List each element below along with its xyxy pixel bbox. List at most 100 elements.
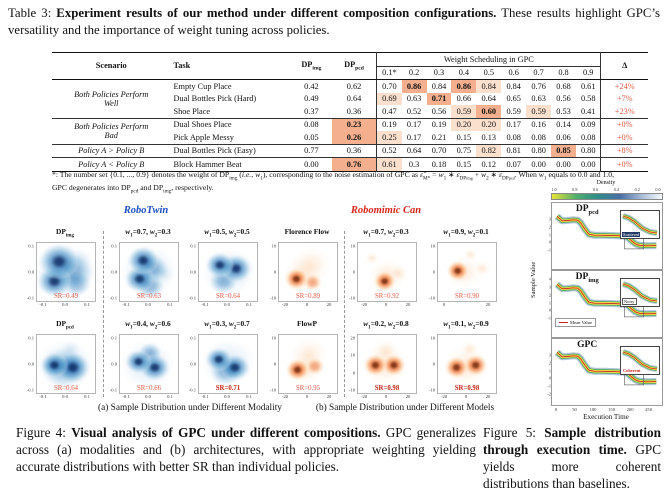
y-tick-label: 2 — [548, 292, 551, 298]
x-tick-label: 0.1 — [246, 302, 252, 307]
text-segment: , respectively. — [171, 182, 214, 192]
plot-header: DPimg — [34, 227, 96, 238]
weight-cell: 0.17 — [406, 120, 422, 130]
subplot-title: DPimg — [552, 272, 622, 284]
text-segment: 2 — [472, 325, 476, 331]
weight-cell: 0.20 — [476, 118, 502, 131]
text-segment: w — [363, 319, 369, 328]
figure4-subcaption: (b) Sample Distribution under Different … — [315, 403, 495, 413]
weight-cell: 0.60 — [476, 105, 502, 119]
text-segment: w — [204, 227, 210, 236]
scenario-text: Both Policies Perform Bad — [74, 121, 149, 140]
y-tick-label: 10 — [271, 335, 276, 341]
mean-value-legend: Mean Value — [555, 318, 596, 327]
figure5-subplot: DPimg 4 3 2 1 0 -1 Noisy Mean Value — [548, 270, 663, 338]
weight-cell: 0.59 — [451, 105, 477, 119]
x-tick-label: -0.1 — [39, 302, 47, 307]
weight-cell: 0.09 — [580, 120, 596, 130]
y-tick-label: -10 — [269, 295, 276, 301]
x-tick-label: -0.1 — [122, 302, 130, 307]
text-segment: 2 — [486, 175, 489, 182]
y-tick-label: 0 — [352, 370, 355, 376]
zoom-inset: Noisy — [620, 278, 660, 307]
col-header-weight: 0.5 — [476, 66, 502, 80]
inset-label: Coherent — [623, 367, 641, 373]
weight-cell: 0.81 — [501, 144, 527, 158]
y-tick-label: -0.1 — [26, 295, 34, 301]
y-tick-label: 0.1 — [28, 335, 34, 341]
x-tick-label: -20 — [440, 394, 448, 399]
inset-label: Noisy — [622, 297, 637, 305]
text-segment: 2 — [233, 233, 237, 239]
weight-cell: 0.85 — [551, 144, 576, 158]
weight-cell: 0.84 — [431, 81, 447, 91]
weight-cell: 0.19 — [431, 120, 447, 130]
task-cell: Pick Apple Messy — [170, 131, 291, 145]
weight-cell: 0.13 — [476, 131, 502, 145]
zoom-inset-curve — [622, 281, 658, 304]
col-header-weight: 0.7 — [526, 66, 552, 80]
figure4-group-title: Robomimic Can — [350, 205, 422, 216]
y-tick-label: 0.1 — [111, 243, 117, 249]
y-tick-label: 0.0 — [28, 269, 34, 275]
weight-cell: 0.86 — [451, 79, 477, 93]
plot-header: w1=0.1, w2=0.9 — [435, 319, 497, 330]
text-segment: 1 — [130, 233, 133, 239]
x-tick-label: -20 — [360, 302, 368, 307]
text-segment: =0.1, — [450, 319, 468, 328]
weight-cell: 0.61 — [580, 81, 596, 91]
x-tick-label: -0.1 — [122, 394, 130, 399]
scenario-text: Both Policies Perform Well — [74, 89, 149, 108]
x-tick-label: 0.0 — [62, 302, 68, 307]
text-segment: + — [472, 170, 481, 179]
text-segment: GPC generalizes across (a) modalities an… — [16, 425, 476, 475]
colorbar-tick: 0.2 — [634, 187, 640, 192]
y-tick-label: 20 — [350, 335, 355, 341]
sample-distribution-curve — [554, 213, 660, 250]
zoom-inset: Coherent — [620, 346, 660, 375]
text-segment: ε — [456, 170, 460, 179]
weight-cell: 0.65 — [506, 94, 521, 104]
weight-cell: 0.00 — [580, 159, 596, 169]
y-tick-label: -0.1 — [109, 387, 117, 393]
density-plot: SR=0.92 — [357, 242, 417, 302]
text-segment: w — [255, 170, 261, 179]
y-tick-label: 10 — [350, 243, 355, 249]
y-tick-label: 4 — [548, 276, 551, 282]
text-segment: DP — [575, 272, 589, 282]
text-segment: Figure 4: — [16, 425, 72, 440]
text-segment: pcd — [508, 175, 515, 181]
table-row: Both Policies Perform Well Empty Cup Plac… — [52, 79, 648, 119]
text-segment: =0.5 — [236, 227, 250, 236]
y-tick-label: 1 — [548, 232, 551, 238]
text-segment: w — [467, 319, 473, 328]
weight-cell: 0.21 — [426, 131, 452, 145]
table-row: Both Policies Perform Bad Dual Shoes Plac… — [52, 118, 648, 145]
text-segment: w — [438, 170, 444, 179]
x-tick-label: 250 — [645, 407, 653, 412]
density-plot: SR=0.63 — [119, 242, 179, 302]
dp-img-cell: 0.00 — [304, 159, 319, 169]
y-tick-label: 2 — [548, 360, 551, 366]
text-segment: 1 — [209, 325, 212, 331]
x-tick-label: 50 — [572, 407, 577, 412]
task-cell: Block Hammer Beat — [173, 159, 242, 169]
text-segment: w — [228, 319, 234, 328]
x-tick-label: 0.1 — [246, 394, 252, 399]
x-tick-label: 0.1 — [84, 302, 90, 307]
text-segment: img — [229, 175, 238, 182]
task-cell: Dual Shoes Place — [173, 120, 232, 130]
text-segment: =0.2, — [370, 319, 388, 328]
delta-cell: +23% — [600, 105, 648, 119]
text-segment: img — [65, 233, 74, 239]
zoom-inset: Scattered — [620, 210, 660, 239]
plot-header: FlowP — [276, 319, 338, 328]
y-tick-label: 0 — [273, 361, 276, 367]
plot-header: w1=0.9, w2=0.1 — [435, 227, 497, 238]
header-row-1: Scenario Task DPimg DPpcd Weight Scheduling … — [52, 52, 648, 80]
y-tick-label: 10 — [430, 335, 435, 341]
weight-cell: 0.18 — [431, 159, 447, 169]
inset-label: Scattered — [622, 231, 641, 237]
text-segment: Florence Flow — [284, 227, 330, 236]
